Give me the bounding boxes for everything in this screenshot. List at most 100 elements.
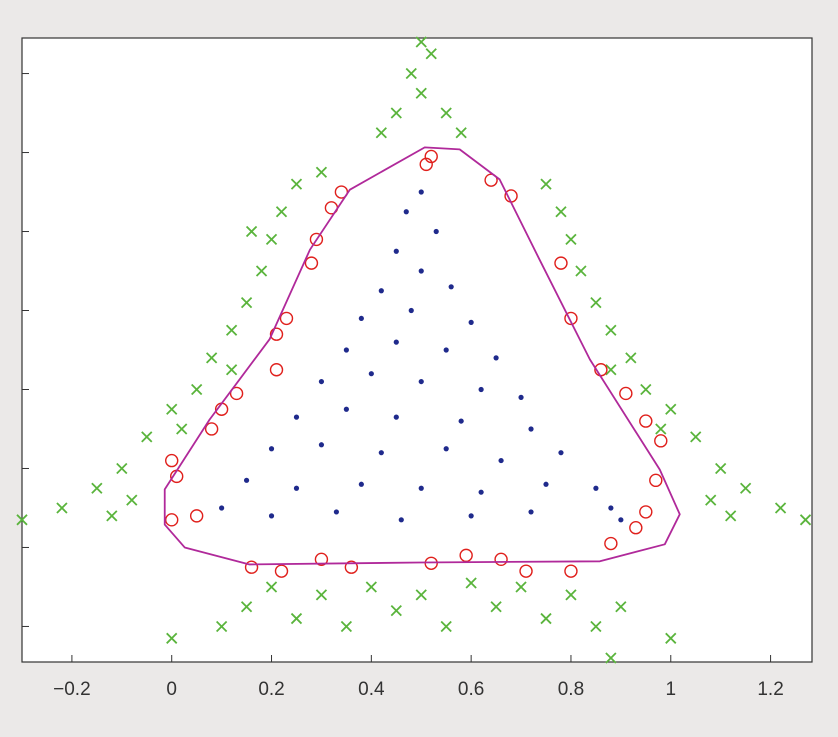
cross-stroke (225, 324, 238, 336)
cross-stroke (265, 233, 278, 246)
cross-stroke (799, 514, 812, 526)
cross-point (540, 178, 552, 190)
cross-point (116, 462, 128, 475)
cross-point (605, 364, 617, 376)
support-vector (165, 453, 179, 468)
cross-point (405, 67, 417, 80)
cross-point (515, 581, 527, 593)
support-vector (274, 564, 289, 578)
dot-point (528, 426, 534, 432)
support-vector (279, 311, 294, 326)
dot-point (318, 378, 325, 385)
dot-point (418, 485, 424, 491)
cross-point (315, 589, 328, 601)
cross-point (725, 510, 737, 522)
cross-point (415, 87, 427, 99)
dot-point (358, 481, 364, 487)
dot-point (468, 319, 474, 325)
cross-point (265, 233, 278, 246)
dot-point (418, 268, 424, 274)
x-tick-label: 0 (166, 679, 177, 700)
support-vector (344, 560, 359, 574)
cross-stroke (540, 612, 552, 625)
dot-point (458, 418, 464, 424)
x-tick-label: 0.2 (258, 679, 284, 700)
cross-point (739, 482, 752, 494)
dot-point (368, 371, 374, 377)
cross-stroke (116, 462, 128, 475)
cross-stroke (265, 581, 278, 593)
cross-stroke (365, 581, 377, 593)
cross-stroke (340, 620, 353, 633)
cross-stroke (515, 581, 527, 593)
support-vector (484, 173, 498, 187)
cross-point (290, 178, 303, 190)
dot-point (393, 248, 399, 254)
cross-stroke (739, 482, 752, 494)
dot-point (393, 339, 399, 345)
cross-point (799, 514, 812, 526)
cross-stroke (605, 364, 617, 376)
cross-point (540, 612, 552, 625)
dot-point (378, 288, 384, 294)
cross-point (141, 431, 153, 443)
support-vector (639, 414, 653, 428)
cross-point (255, 265, 268, 277)
dot-point (268, 446, 275, 452)
cross-point (665, 403, 677, 415)
cross-stroke (290, 612, 303, 625)
support-vector (189, 509, 204, 523)
cross-stroke (690, 431, 702, 443)
cross-stroke (415, 87, 427, 99)
x-tick-label: 1 (665, 679, 676, 700)
cross-stroke (375, 127, 387, 139)
cross-stroke (555, 206, 567, 218)
cross-stroke (415, 589, 427, 601)
dot-point (618, 517, 624, 523)
dot-point (403, 209, 409, 215)
cross-point (106, 510, 118, 522)
cross-point (615, 601, 627, 613)
cross-stroke (240, 601, 253, 613)
dot-point (443, 446, 449, 452)
support-vector (604, 536, 618, 551)
cross-point (265, 581, 278, 593)
cross-stroke (565, 233, 577, 246)
cross-point (375, 127, 387, 139)
cross-stroke (665, 403, 677, 415)
support-vector (229, 386, 244, 401)
cross-stroke (440, 620, 452, 633)
cross-stroke (91, 482, 103, 494)
cross-point (275, 206, 288, 218)
cross-point (440, 107, 452, 119)
cross-point (640, 383, 652, 396)
cross-point (240, 296, 253, 309)
cross-stroke (540, 178, 552, 190)
dot-point (418, 378, 424, 385)
support-vector (649, 473, 663, 488)
dot-point (518, 394, 524, 400)
dot-point (593, 485, 599, 491)
cross-stroke (590, 620, 602, 633)
cross-point (705, 494, 717, 506)
cross-stroke (605, 652, 617, 664)
dot-point (393, 414, 399, 420)
cross-point (415, 36, 427, 48)
cross-point (390, 107, 402, 119)
cross-point (166, 632, 178, 644)
cross-point (215, 620, 228, 633)
cross-stroke (415, 36, 427, 48)
cross-point (290, 612, 303, 625)
x-tick-label: 0.8 (558, 679, 584, 700)
cross-stroke (565, 589, 577, 601)
cross-point (465, 577, 477, 589)
support-vector (494, 552, 508, 567)
cross-stroke (725, 510, 737, 522)
dot-point (268, 513, 275, 519)
dot-point (343, 406, 349, 412)
cross-point (315, 166, 328, 178)
cross-point (774, 502, 787, 514)
cross-point (665, 632, 677, 644)
cross-stroke (640, 383, 652, 396)
